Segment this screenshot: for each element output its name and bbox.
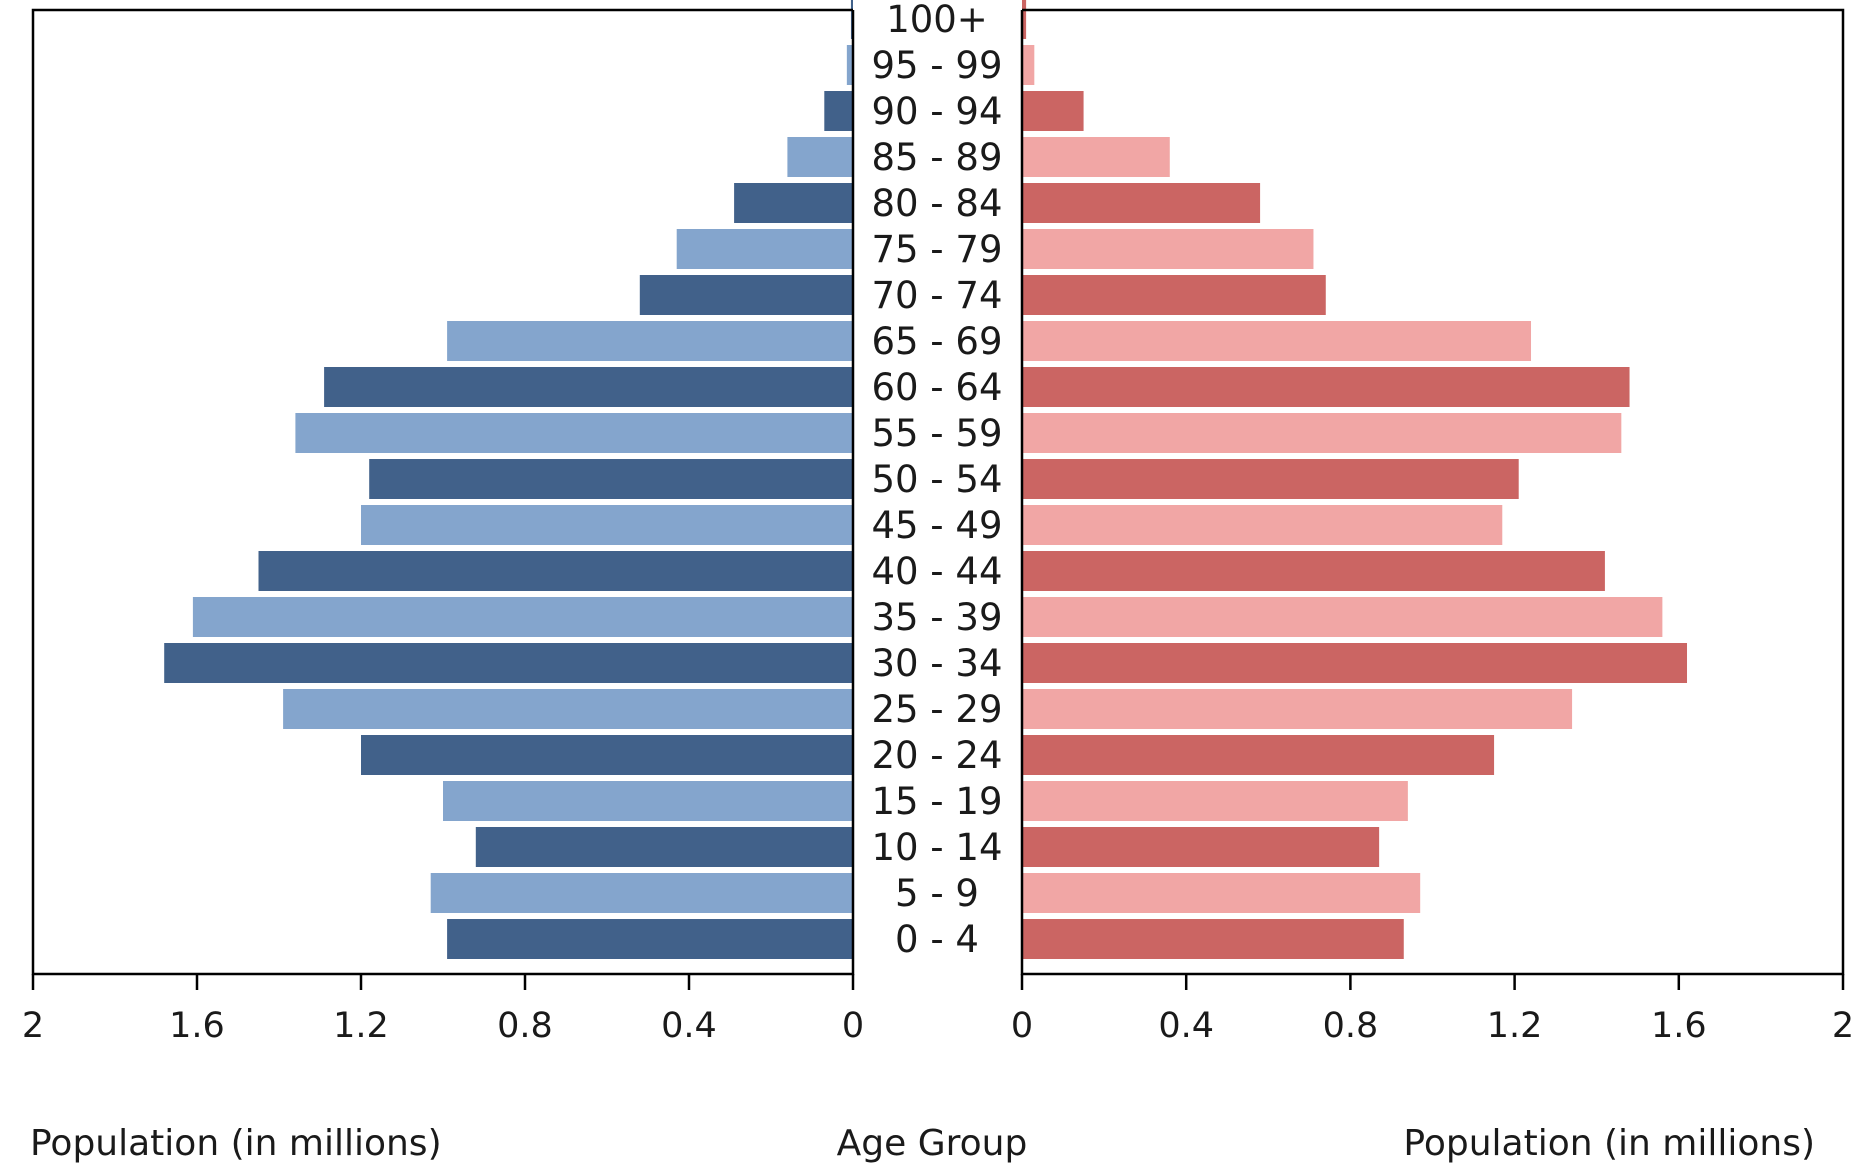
- right-tick-label: 1.6: [1651, 1006, 1707, 1046]
- right-bar-70-74: [1022, 275, 1326, 315]
- left-bar-75-79: [676, 229, 853, 269]
- left-bar-5-9: [430, 873, 853, 913]
- right-bar-30-34: [1022, 643, 1688, 683]
- right-bar-80-84: [1022, 183, 1261, 223]
- age-label-30-34: 30 - 34: [871, 642, 1002, 685]
- age-label-15-19: 15 - 19: [871, 780, 1002, 823]
- left-bar-25-29: [283, 689, 854, 729]
- left-bar-15-19: [443, 781, 853, 821]
- right-bar-60-64: [1022, 367, 1630, 407]
- left-bar-35-39: [192, 597, 853, 637]
- right-bar-45-49: [1022, 505, 1503, 545]
- age-label-55-59: 55 - 59: [871, 412, 1002, 455]
- left-bar-50-54: [369, 459, 853, 499]
- right-bar-0-4: [1022, 919, 1404, 959]
- left-bar-80-84: [734, 183, 853, 223]
- right-bars-group: [1022, 0, 1688, 959]
- age-label-20-24: 20 - 24: [871, 734, 1002, 777]
- age-label-75-79: 75 - 79: [871, 228, 1002, 271]
- right-bar-40-44: [1022, 551, 1605, 591]
- right-bar-5-9: [1022, 873, 1421, 913]
- age-label-65-69: 65 - 69: [871, 320, 1002, 363]
- right-bar-25-29: [1022, 689, 1573, 729]
- right-tick-label: 0.4: [1158, 1006, 1214, 1046]
- age-label-85-89: 85 - 89: [871, 136, 1002, 179]
- right-bar-20-24: [1022, 735, 1495, 775]
- right-bar-55-59: [1022, 413, 1622, 453]
- left-bar-30-34: [164, 643, 853, 683]
- left-bar-90-94: [824, 91, 853, 131]
- left-tick-label: 1.6: [169, 1006, 225, 1046]
- left-tick-label: 0.8: [497, 1006, 553, 1046]
- right-bar-100plus: [1022, 0, 1027, 39]
- right-bar-95-99: [1022, 45, 1035, 85]
- age-label-90-94: 90 - 94: [871, 90, 1002, 133]
- left-bar-70-74: [639, 275, 853, 315]
- right-bar-90-94: [1022, 91, 1084, 131]
- age-label-60-64: 60 - 64: [871, 366, 1002, 409]
- left-axis-title: Population (in millions): [30, 1123, 442, 1164]
- center-axis-title: Age Group: [837, 1123, 1028, 1164]
- left-bar-10-14: [475, 827, 853, 867]
- right-bar-65-69: [1022, 321, 1532, 361]
- age-label-50-54: 50 - 54: [871, 458, 1002, 501]
- left-bar-40-44: [258, 551, 853, 591]
- age-label-95-99: 95 - 99: [871, 44, 1002, 87]
- left-bar-0-4: [447, 919, 853, 959]
- age-label-35-39: 35 - 39: [871, 596, 1002, 639]
- right-axis-title: Population (in millions): [1403, 1123, 1815, 1164]
- age-label-40-44: 40 - 44: [871, 550, 1002, 593]
- age-label-100plus: 100+: [886, 0, 988, 41]
- left-bars-group: [164, 0, 854, 959]
- right-bar-85-89: [1022, 137, 1170, 177]
- right-bar-15-19: [1022, 781, 1408, 821]
- left-bar-55-59: [295, 413, 853, 453]
- age-label-45-49: 45 - 49: [871, 504, 1002, 547]
- age-label-10-14: 10 - 14: [871, 826, 1002, 869]
- left-tick-label: 0.4: [661, 1006, 717, 1046]
- left-tick-label: 1.2: [333, 1006, 389, 1046]
- right-tick-label: 0.8: [1323, 1006, 1379, 1046]
- age-label-5-9: 5 - 9: [895, 872, 979, 915]
- left-bar-85-89: [787, 137, 853, 177]
- left-bar-95-99: [846, 45, 853, 85]
- left-tick-label: 2: [22, 1006, 44, 1046]
- right-tick-label: 2: [1832, 1006, 1854, 1046]
- right-tick-label: 1.2: [1487, 1006, 1543, 1046]
- right-bar-50-54: [1022, 459, 1519, 499]
- age-label-70-74: 70 - 74: [871, 274, 1002, 317]
- left-bar-65-69: [447, 321, 853, 361]
- age-label-80-84: 80 - 84: [871, 182, 1002, 225]
- right-bar-35-39: [1022, 597, 1663, 637]
- right-bar-10-14: [1022, 827, 1380, 867]
- left-bar-20-24: [361, 735, 853, 775]
- age-label-0-4: 0 - 4: [895, 918, 979, 961]
- age-label-25-29: 25 - 29: [871, 688, 1002, 731]
- axis-ticks-group: 2 2 1.6 1.6 1.2 1.2 0.8 0.8 0.4 0.4 0 0: [22, 974, 1854, 1046]
- left-bar-60-64: [324, 367, 854, 407]
- right-tick-label: 0: [1011, 1006, 1033, 1046]
- right-bar-75-79: [1022, 229, 1314, 269]
- left-tick-label: 0: [842, 1006, 864, 1046]
- left-bar-45-49: [361, 505, 853, 545]
